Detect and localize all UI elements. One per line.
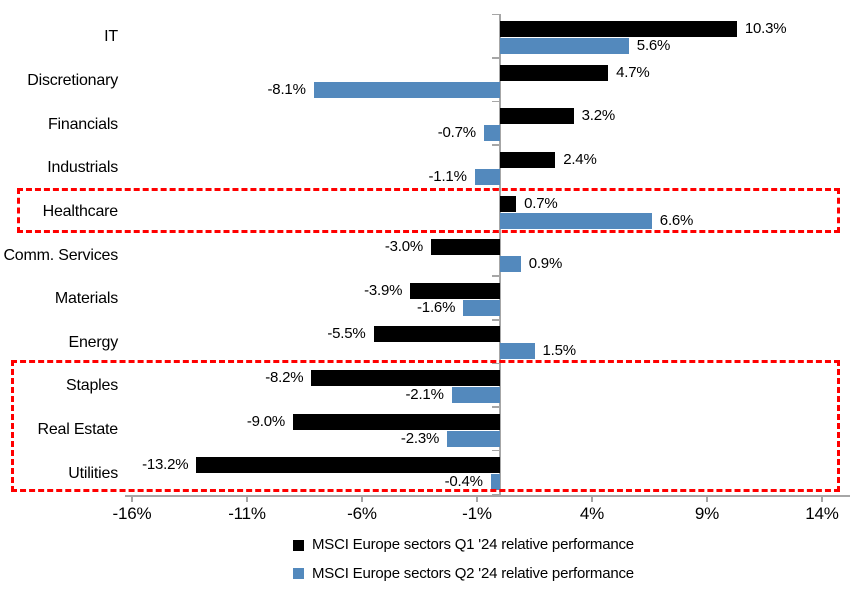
bar-value-label: -3.0% (384, 238, 423, 256)
bar-q1 (500, 64, 609, 81)
legend-label: MSCI Europe sectors Q1 '24 relative perf… (312, 536, 634, 553)
bar-q1 (293, 413, 500, 430)
bar-value-label: -3.9% (364, 281, 403, 299)
bar-q2 (500, 343, 535, 360)
bar-value-label: 4.7% (616, 63, 650, 81)
y-axis-tick (492, 57, 499, 59)
x-axis-tick (246, 495, 248, 502)
y-axis-tick (492, 406, 499, 408)
bar-q1 (373, 326, 500, 343)
bar-value-label: -9.0% (246, 412, 285, 430)
bar-value-label: -0.7% (437, 124, 476, 142)
category-label: IT (104, 28, 118, 46)
bar-q1 (196, 457, 500, 474)
y-axis-tick (492, 362, 499, 365)
bar-q2 (463, 299, 500, 316)
bar-value-label: -5.5% (327, 325, 366, 343)
category-label: Utilities (68, 464, 118, 482)
highlight-box (11, 360, 840, 492)
bar-value-label: -1.1% (428, 167, 467, 185)
bar-q2 (447, 430, 500, 447)
x-axis-tick (591, 495, 593, 502)
bar-q2 (490, 474, 500, 491)
category-label: Real Estate (37, 421, 118, 439)
x-tick-label: 9% (694, 504, 720, 523)
category-label: Financials (47, 115, 118, 133)
x-axis-tick (361, 495, 363, 502)
x-axis-tick (476, 495, 478, 502)
bar-q1 (500, 108, 574, 125)
legend-label: MSCI Europe sectors Q2 '24 relative perf… (312, 564, 634, 582)
category-label: Industrials (47, 159, 118, 177)
legend-swatch-icon (293, 568, 304, 579)
category-label: Staples (66, 377, 118, 395)
category-label: Comm. Services (3, 246, 118, 264)
y-axis-tick (492, 13, 499, 16)
bar-q2 (313, 81, 500, 98)
y-axis-tick (492, 449, 499, 452)
bar-value-label: -2.1% (405, 386, 444, 404)
bar-value-label: 6.6% (659, 211, 694, 229)
bar-value-label: -0.4% (444, 473, 483, 491)
bar-q1 (311, 370, 500, 387)
legend-item: MSCI Europe sectors Q2 '24 relative perf… (293, 565, 634, 583)
highlight-box (17, 188, 840, 233)
y-axis-tick (492, 144, 499, 146)
bar-q2 (474, 168, 500, 185)
bar-value-label: 0.7% (524, 194, 558, 212)
bar-q2 (500, 212, 652, 229)
bar-q1 (410, 282, 500, 299)
bar-q1 (431, 239, 500, 256)
x-axis-tick (706, 495, 708, 502)
bar-value-label: -13.2% (142, 456, 189, 474)
legend-swatch-icon (293, 539, 304, 551)
bar-value-label: 3.2% (581, 107, 616, 125)
x-tick-label: -16% (112, 504, 152, 523)
y-axis-tick (492, 275, 499, 277)
bar-q1 (500, 195, 517, 212)
y-axis-tick (492, 100, 499, 103)
x-tick-label: -1% (462, 504, 492, 523)
bar-value-label: 10.3% (744, 20, 787, 37)
bar-value-label: -2.3% (400, 429, 440, 447)
bar-q1 (500, 21, 737, 37)
category-label: Discretionary (27, 71, 118, 89)
bar-q2 (483, 125, 500, 142)
bar-value-label: 5.6% (636, 37, 671, 54)
y-axis-tick (492, 493, 499, 496)
bar-value-label: -8.1% (267, 80, 306, 98)
category-label: Healthcare (42, 202, 119, 220)
bar-value-label: 1.5% (542, 342, 577, 360)
category-label: Materials (54, 290, 118, 308)
category-label: Energy (68, 333, 119, 351)
bar-q2 (500, 256, 521, 273)
bar-value-label: -1.6% (417, 298, 456, 316)
bar-value-label: 0.9% (528, 255, 563, 273)
bar-q2 (500, 38, 629, 54)
y-axis-tick (492, 318, 499, 321)
x-axis-tick (821, 495, 823, 502)
x-tick-label: 4% (579, 504, 605, 523)
x-axis-line (125, 495, 850, 497)
bar-q1 (500, 151, 556, 168)
x-tick-label: -11% (228, 504, 266, 523)
x-tick-label: -6% (347, 504, 377, 523)
bar-value-label: -8.2% (265, 369, 304, 387)
legend-item: MSCI Europe sectors Q1 '24 relative perf… (293, 536, 634, 554)
x-axis-tick (131, 495, 133, 502)
x-tick-label: 14% (805, 504, 839, 523)
bar-value-label: 2.4% (563, 150, 597, 168)
bar-q2 (451, 387, 500, 404)
